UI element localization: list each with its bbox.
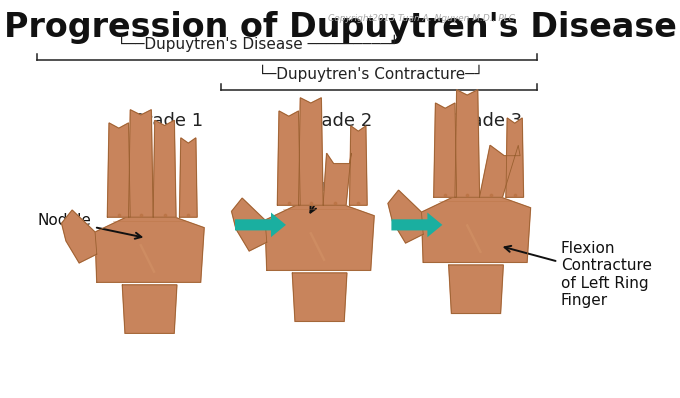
- Polygon shape: [350, 126, 367, 205]
- Polygon shape: [449, 265, 503, 313]
- Polygon shape: [129, 110, 153, 217]
- Polygon shape: [323, 153, 352, 205]
- Text: Copyright2013 Tuan A. Nguyen M.D., PLC: Copyright2013 Tuan A. Nguyen M.D., PLC: [328, 14, 515, 23]
- Polygon shape: [292, 273, 347, 321]
- Text: └──Dupuytren's Disease ─────────┘: └──Dupuytren's Disease ─────────┘: [118, 35, 399, 52]
- Polygon shape: [95, 215, 204, 282]
- Text: └─Dupuytren's Contracture─┘: └─Dupuytren's Contracture─┘: [258, 64, 483, 82]
- Polygon shape: [122, 285, 177, 333]
- Polygon shape: [388, 190, 423, 243]
- Text: Grade 3: Grade 3: [450, 112, 522, 131]
- Text: Cords: Cords: [303, 179, 347, 213]
- Text: Grade 1: Grade 1: [131, 112, 203, 131]
- Polygon shape: [153, 120, 176, 217]
- Polygon shape: [277, 111, 301, 205]
- Polygon shape: [506, 118, 524, 197]
- FancyArrow shape: [392, 213, 443, 237]
- Polygon shape: [422, 195, 530, 262]
- Polygon shape: [455, 90, 479, 197]
- Text: Flexion
Contracture
of Left Ring
Finger: Flexion Contracture of Left Ring Finger: [505, 241, 652, 308]
- Text: Nodule: Nodule: [37, 213, 141, 239]
- Text: Progression of Dupuytren's Disease: Progression of Dupuytren's Disease: [3, 12, 677, 45]
- Polygon shape: [180, 138, 197, 217]
- Polygon shape: [265, 203, 374, 270]
- Polygon shape: [479, 145, 520, 197]
- Polygon shape: [107, 123, 131, 217]
- Polygon shape: [232, 198, 267, 251]
- Polygon shape: [299, 98, 323, 205]
- FancyArrow shape: [235, 213, 286, 237]
- Text: Grade 2: Grade 2: [301, 112, 373, 131]
- Polygon shape: [434, 103, 457, 197]
- Polygon shape: [62, 210, 97, 263]
